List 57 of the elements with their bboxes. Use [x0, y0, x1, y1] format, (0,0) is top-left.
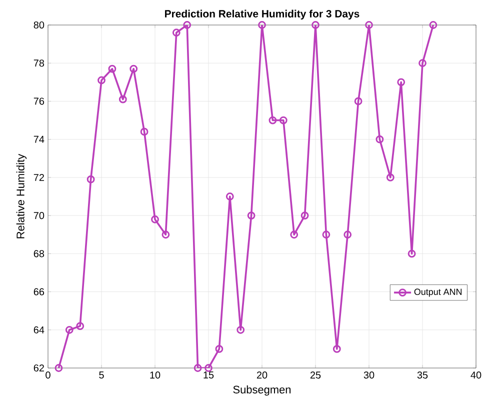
chart-title: Prediction Relative Humidity for 3 Days	[165, 10, 360, 20]
point	[376, 135, 384, 144]
point	[322, 230, 330, 239]
y-tick-label: 68	[34, 250, 44, 258]
point	[86, 175, 95, 184]
point	[258, 21, 266, 29]
point	[65, 326, 74, 334]
y-tick-label: 76	[34, 98, 44, 105]
point	[408, 250, 416, 258]
point	[279, 116, 288, 124]
point	[418, 59, 426, 68]
point	[247, 212, 256, 220]
point	[204, 364, 212, 372]
x-tick-label: 35	[417, 372, 428, 379]
x-tick-label: 30	[364, 372, 374, 379]
y-tick-label: 64	[34, 326, 44, 334]
point	[118, 95, 127, 104]
point	[151, 215, 159, 224]
y-tick-label: 78	[34, 60, 44, 67]
point	[312, 21, 320, 29]
point	[268, 116, 277, 124]
point	[194, 364, 202, 372]
point	[183, 21, 192, 29]
y-axis-title: Relative Humidity	[16, 154, 27, 238]
y-tick-label: 72	[34, 174, 44, 181]
point	[236, 326, 245, 334]
x-tick-label: 15	[204, 372, 214, 378]
point	[344, 230, 352, 239]
point	[354, 97, 362, 106]
x-tick-label: 25	[310, 372, 321, 379]
y-tick-label: 74	[34, 136, 44, 143]
point	[140, 128, 148, 136]
point	[215, 344, 224, 353]
point	[386, 173, 394, 182]
y-tick-label: 62	[34, 364, 44, 372]
x-tick-label: 10	[150, 372, 160, 379]
point	[332, 344, 341, 353]
point	[300, 212, 309, 220]
x-tick-label: 0	[46, 372, 50, 379]
point	[365, 21, 373, 29]
x-tick-label: 20	[256, 372, 268, 379]
x-axis-title: Subsegmen	[233, 385, 291, 396]
point	[98, 76, 106, 84]
point	[76, 322, 84, 330]
x-tick-label: 40	[470, 372, 482, 379]
legend-label: Output ANN	[414, 288, 462, 297]
point	[290, 230, 298, 239]
x-tick-label: 5	[99, 372, 104, 378]
point	[108, 64, 116, 73]
point	[130, 64, 138, 73]
point	[226, 192, 234, 200]
y-tick-label: 66	[34, 288, 44, 296]
point	[162, 230, 170, 239]
y-tick-label: 80	[34, 21, 44, 29]
y-tick-label: 70	[34, 212, 44, 220]
point	[397, 78, 406, 86]
point	[172, 28, 180, 37]
